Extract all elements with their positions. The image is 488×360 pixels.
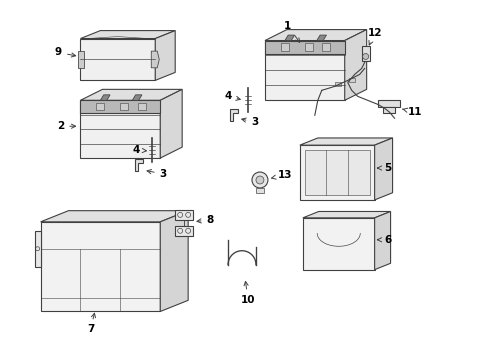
Polygon shape (81, 89, 182, 100)
Polygon shape (81, 31, 175, 39)
Polygon shape (299, 138, 392, 145)
Text: 7: 7 (86, 313, 95, 334)
Polygon shape (344, 30, 366, 100)
Polygon shape (285, 35, 294, 41)
Bar (96, 103, 104, 111)
Polygon shape (302, 211, 390, 218)
Text: 3: 3 (241, 117, 258, 127)
Text: 11: 11 (402, 107, 422, 117)
Text: 10: 10 (240, 282, 255, 305)
Bar (377, 100, 399, 107)
Text: 1: 1 (284, 21, 299, 42)
Polygon shape (175, 210, 193, 220)
Polygon shape (302, 218, 374, 270)
Bar (361, 45, 369, 62)
Polygon shape (304, 150, 369, 195)
Polygon shape (160, 211, 188, 311)
Text: 12: 12 (366, 28, 381, 45)
Text: 2: 2 (57, 121, 76, 131)
Polygon shape (264, 41, 344, 100)
Polygon shape (374, 138, 392, 200)
Polygon shape (151, 51, 159, 68)
Polygon shape (160, 89, 182, 158)
Circle shape (255, 176, 264, 184)
Polygon shape (299, 145, 374, 200)
Bar (382, 107, 394, 113)
Bar (322, 43, 330, 51)
Text: 5: 5 (377, 163, 390, 173)
Polygon shape (35, 231, 41, 267)
Polygon shape (132, 95, 142, 100)
Polygon shape (155, 31, 175, 80)
Bar (255, 188, 264, 193)
Polygon shape (100, 95, 110, 100)
Bar (334, 82, 340, 86)
Bar (138, 103, 145, 111)
Text: 13: 13 (271, 170, 291, 180)
Polygon shape (135, 159, 143, 171)
Polygon shape (41, 211, 188, 222)
Text: 4: 4 (132, 145, 146, 155)
Text: 4: 4 (224, 91, 240, 101)
Circle shape (251, 172, 267, 188)
Polygon shape (374, 211, 390, 270)
Polygon shape (229, 109, 238, 121)
Text: 3: 3 (147, 169, 166, 179)
Polygon shape (81, 39, 155, 80)
Polygon shape (264, 30, 366, 41)
Polygon shape (264, 41, 344, 54)
Text: 9: 9 (55, 48, 76, 58)
Bar (120, 103, 128, 111)
Bar (280, 43, 288, 51)
Polygon shape (316, 35, 326, 41)
Text: 6: 6 (377, 235, 390, 245)
Polygon shape (81, 100, 160, 158)
Bar (348, 78, 354, 82)
Polygon shape (41, 222, 160, 311)
Polygon shape (78, 51, 84, 68)
Polygon shape (81, 100, 160, 113)
Bar (304, 43, 312, 51)
Circle shape (362, 54, 368, 59)
Polygon shape (175, 226, 193, 236)
Text: 8: 8 (197, 215, 213, 225)
